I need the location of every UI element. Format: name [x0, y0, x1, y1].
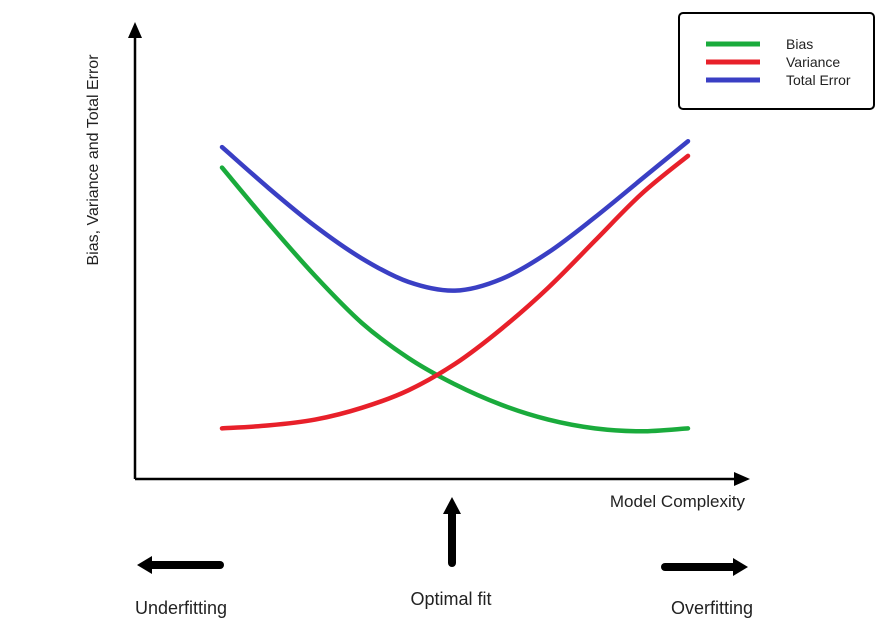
overfitting-label: Overfitting — [671, 598, 753, 618]
y-axis-arrowhead — [128, 22, 142, 38]
series-line-bias — [219, 165, 691, 434]
optimal-fit-arrow — [443, 497, 461, 567]
legend-items: Bias Variance Total Error — [706, 36, 851, 88]
optimal-fit-label: Optimal fit — [410, 589, 491, 609]
y-axis-label: Bias, Variance and Total Error — [85, 54, 102, 266]
x-axis-label: Model Complexity — [610, 492, 746, 511]
series-group — [219, 138, 691, 434]
legend-box — [678, 12, 875, 110]
underfitting-arrow — [137, 556, 224, 574]
legend-label-bias: Bias — [786, 36, 813, 52]
overfitting-arrow — [661, 558, 748, 576]
series-line-total-error — [219, 138, 691, 293]
series-line-variance — [219, 153, 691, 431]
legend-label-total-error: Total Error — [786, 72, 851, 88]
legend-label-variance: Variance — [786, 54, 840, 70]
x-axis-arrowhead — [734, 472, 750, 486]
underfitting-label: Underfitting — [135, 598, 227, 618]
